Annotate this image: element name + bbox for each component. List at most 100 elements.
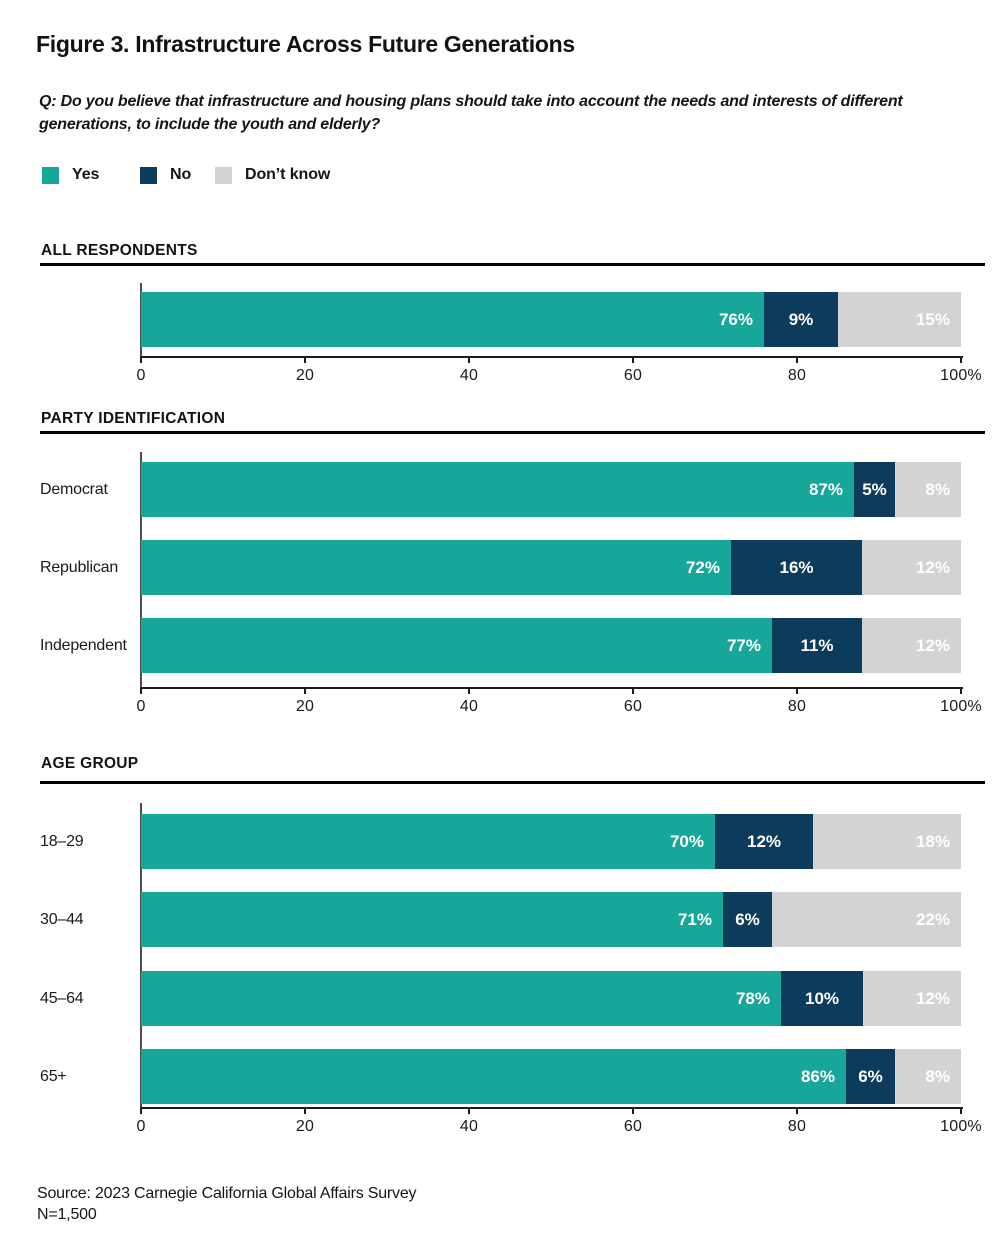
x-axis-tick-label: 80 bbox=[787, 1118, 807, 1135]
category-label: 65+ bbox=[40, 1068, 67, 1085]
legend-item-no: No bbox=[140, 166, 191, 184]
x-axis-tick bbox=[796, 356, 798, 363]
x-axis-tick bbox=[632, 356, 634, 363]
x-axis-tick-label: 0 bbox=[136, 1118, 146, 1135]
section-heading-age-group: AGE GROUP bbox=[41, 755, 139, 772]
y-axis-line bbox=[140, 803, 142, 1112]
x-axis-line bbox=[141, 687, 963, 689]
x-axis-tick-label: 40 bbox=[459, 367, 479, 384]
category-label: Democrat bbox=[40, 481, 108, 498]
bar-value-label: 86% bbox=[800, 1067, 835, 1086]
x-axis-tick bbox=[140, 356, 142, 363]
bar-value-label: 72% bbox=[685, 558, 720, 577]
x-axis-tick-label: 0 bbox=[136, 367, 146, 384]
source-note: Source: 2023 Carnegie California Global … bbox=[37, 1185, 417, 1202]
bar-segment-dont-know: 12% bbox=[862, 618, 961, 673]
x-axis-tick-label: 60 bbox=[623, 1118, 643, 1135]
bar-value-label: 22% bbox=[915, 910, 950, 929]
bar-value-label: 87% bbox=[808, 480, 843, 499]
bar-value-label: 12% bbox=[915, 989, 950, 1008]
bar-value-label: 11% bbox=[800, 636, 834, 655]
bar-segment-no: 16% bbox=[731, 540, 862, 595]
x-axis-tick bbox=[468, 1107, 470, 1114]
x-axis-tick bbox=[960, 356, 962, 363]
legend-label-dont-know: Don’t know bbox=[245, 166, 331, 183]
bar-value-label: 6% bbox=[735, 910, 760, 929]
x-axis-tick-label: 40 bbox=[459, 1118, 479, 1135]
bar-segment-dont-know: 12% bbox=[863, 971, 961, 1026]
x-axis-tick-label: 40 bbox=[459, 698, 479, 715]
bar-value-label: 12% bbox=[915, 558, 950, 577]
bar-value-label: 10% bbox=[804, 989, 840, 1008]
bar-segment-dont-know: 18% bbox=[813, 814, 961, 869]
x-axis-tick bbox=[796, 687, 798, 694]
section-heading-party-identification: PARTY IDENTIFICATION bbox=[41, 410, 226, 427]
bar-segment-yes: 72% bbox=[141, 540, 731, 595]
bar-value-label: 8% bbox=[925, 480, 950, 499]
x-axis-tick bbox=[632, 1107, 634, 1114]
bar-segment-yes: 87% bbox=[141, 462, 854, 517]
legend-item-dont-know: Don’t know bbox=[215, 166, 330, 184]
survey-question-line-2: generations, to include the youth and el… bbox=[39, 115, 381, 133]
bar-segment-no: 12% bbox=[715, 814, 813, 869]
bar-segment-yes: 70% bbox=[141, 814, 715, 869]
bar-segment-no: 10% bbox=[781, 971, 863, 1026]
section-rule bbox=[40, 781, 985, 784]
legend-label-no: No bbox=[170, 166, 192, 183]
x-axis-tick bbox=[796, 1107, 798, 1114]
section-rule bbox=[40, 263, 985, 266]
bar-segment-dont-know: 15% bbox=[838, 292, 961, 347]
bar-value-label: 9% bbox=[788, 310, 814, 329]
bar-segment-dont-know: 8% bbox=[895, 1049, 961, 1104]
x-axis-tick-label: 60 bbox=[623, 698, 643, 715]
x-axis-tick bbox=[468, 356, 470, 363]
survey-question: Q: Do you believe that infrastructure an… bbox=[39, 91, 903, 136]
bar-value-label: 12% bbox=[915, 636, 950, 655]
x-axis-tick bbox=[632, 687, 634, 694]
x-axis-tick bbox=[304, 687, 306, 694]
x-axis-tick bbox=[140, 1107, 142, 1114]
bar-segment-no: 5% bbox=[854, 462, 895, 517]
bar-segment-yes: 78% bbox=[141, 971, 781, 1026]
bar-value-label: 12% bbox=[746, 832, 782, 851]
bar-segment-yes: 77% bbox=[141, 618, 772, 673]
category-label: 30–44 bbox=[40, 911, 84, 928]
survey-question-line-1: Q: Do you believe that infrastructure an… bbox=[39, 93, 903, 110]
x-axis-line bbox=[141, 1107, 963, 1109]
bar-value-label: 77% bbox=[726, 636, 761, 655]
bar-segment-yes: 71% bbox=[141, 892, 723, 947]
category-label: Independent bbox=[40, 637, 127, 654]
bar-value-label: 8% bbox=[925, 1067, 950, 1086]
x-axis-tick bbox=[960, 687, 962, 694]
x-axis-tick-label: 80 bbox=[787, 698, 807, 715]
bar-value-label: 16% bbox=[779, 558, 814, 577]
x-axis-tick-label: 20 bbox=[295, 367, 315, 384]
bar-value-label: 76% bbox=[718, 310, 753, 329]
legend-label-yes: Yes bbox=[72, 166, 100, 183]
bar-segment-dont-know: 12% bbox=[862, 540, 961, 595]
x-axis-tick bbox=[304, 356, 306, 363]
bar-segment-no: 6% bbox=[846, 1049, 895, 1104]
legend-item-yes: Yes bbox=[42, 166, 99, 184]
figure-title: Figure 3. Infrastructure Across Future G… bbox=[36, 31, 575, 57]
bar-value-label: 15% bbox=[915, 310, 950, 329]
x-axis-tick bbox=[304, 1107, 306, 1114]
legend-swatch-yes bbox=[42, 166, 59, 184]
bar-segment-no: 6% bbox=[723, 892, 772, 947]
x-axis-tick-label: 100% bbox=[940, 367, 982, 384]
legend-swatch-no bbox=[140, 166, 157, 184]
x-axis-tick-label: 20 bbox=[295, 698, 315, 715]
bar-segment-no: 9% bbox=[764, 292, 838, 347]
bar-segment-no: 11% bbox=[772, 618, 862, 673]
bar-value-label: 6% bbox=[858, 1067, 883, 1086]
x-axis-tick bbox=[960, 1107, 962, 1114]
section-rule bbox=[40, 431, 985, 434]
category-label: 18–29 bbox=[40, 833, 84, 850]
bar-segment-yes: 76% bbox=[141, 292, 764, 347]
x-axis-tick-label: 0 bbox=[136, 698, 146, 715]
legend-swatch-dont-know bbox=[215, 166, 232, 184]
x-axis-tick-label: 100% bbox=[940, 698, 982, 715]
x-axis-tick-label: 60 bbox=[623, 367, 643, 384]
x-axis-tick-label: 80 bbox=[787, 367, 807, 384]
